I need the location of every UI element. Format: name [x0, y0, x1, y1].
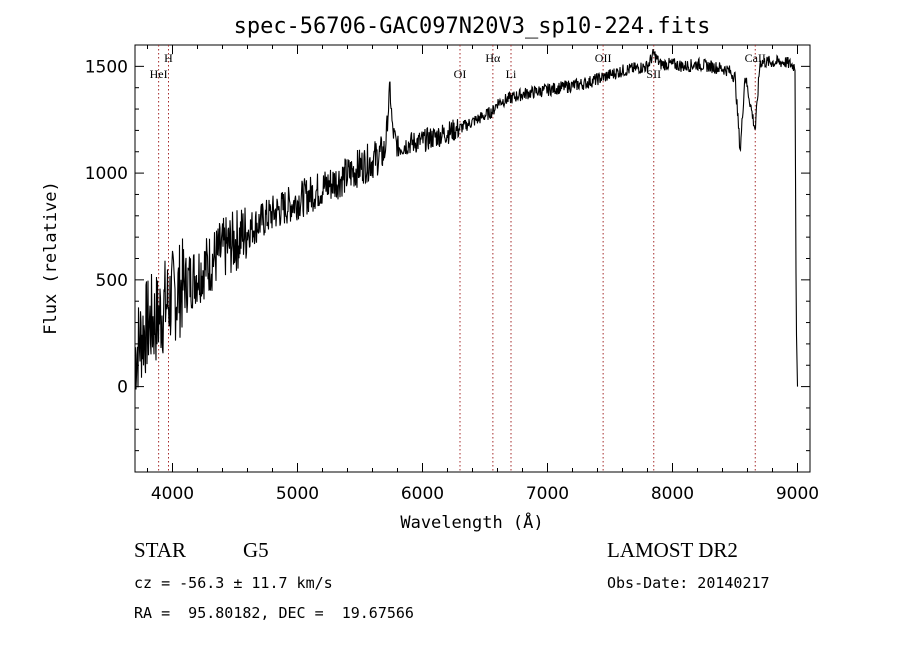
object-class: STAR	[134, 538, 186, 562]
chart-title: spec-56706-GAC097N20V3_sp10-224.fits	[234, 14, 711, 39]
redshift-info: cz = -56.3 ± 11.7 km/s	[134, 574, 333, 592]
spectrum-line	[134, 49, 799, 390]
object-subclass: G5	[243, 538, 269, 562]
line-marker-label: H	[164, 51, 173, 65]
coordinates: RA = 95.80182, DEC = 19.67566	[134, 604, 414, 622]
x-tick-label: 5000	[276, 484, 319, 504]
y-tick-label: 500	[96, 271, 128, 291]
x-tick-label: 8000	[651, 484, 694, 504]
x-axis-label: Wavelength (Å)	[400, 511, 543, 533]
y-tick-label: 0	[117, 378, 128, 398]
y-tick-label: 1500	[85, 57, 128, 77]
x-tick-label: 6000	[401, 484, 444, 504]
observation-date: Obs-Date: 20140217	[607, 574, 770, 592]
line-marker-label: OI	[454, 67, 467, 81]
line-marker-label: HeI	[150, 67, 168, 81]
line-marker-label: OII	[595, 51, 612, 65]
x-tick-label: 4000	[151, 484, 194, 504]
x-tick-label: 9000	[776, 484, 819, 504]
survey-name: LAMOST DR2	[607, 538, 738, 562]
line-marker-label: Hα	[485, 51, 501, 65]
x-tick-label: 7000	[526, 484, 569, 504]
y-axis-label: Flux (relative)	[41, 181, 61, 335]
axis-ticks: 4000 5000 6000 7000 8000 9000 0 500 1000 1500	[85, 44, 819, 504]
line-marker-label: SII	[646, 67, 661, 81]
y-tick-label: 1000	[85, 164, 128, 184]
line-marker-label: Li	[506, 67, 517, 81]
